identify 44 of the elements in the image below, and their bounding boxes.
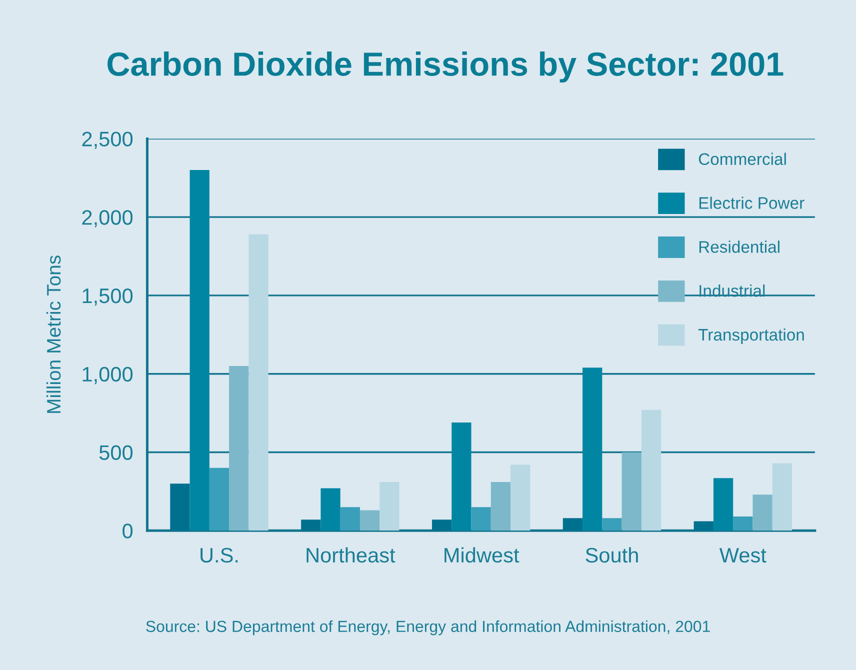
bar — [641, 410, 662, 531]
bar — [170, 484, 190, 531]
y-axis-title: Million Metric Tons — [46, 256, 61, 413]
legend-label: Commercial — [698, 152, 786, 166]
source-note: Source: US Department of Energy, Energy and Information Administration, 2001 — [146, 620, 710, 636]
bar — [301, 520, 321, 531]
y-tick-label: 500 — [99, 445, 133, 460]
bar — [562, 518, 583, 531]
bar — [582, 368, 602, 531]
bar — [733, 516, 753, 531]
bar — [248, 234, 268, 531]
bar — [190, 170, 210, 531]
bar — [510, 464, 530, 531]
bar — [432, 520, 452, 531]
x-tick-label: West — [719, 548, 766, 563]
y-tick-label: 1,000 — [82, 366, 133, 384]
bar — [360, 510, 380, 531]
bar — [209, 468, 230, 531]
x-tick-label: South — [586, 547, 638, 563]
bar — [490, 482, 511, 531]
x-tick-label: U.S. — [200, 548, 238, 563]
bar — [340, 507, 360, 531]
bar — [452, 422, 472, 531]
legend-label: Residential — [699, 240, 780, 253]
y-tick-label: 1,500 — [82, 288, 133, 306]
bar — [229, 366, 249, 531]
bar — [320, 488, 340, 531]
y-tick-label: 2,500 — [82, 132, 133, 149]
y-tick-label: 0 — [122, 524, 133, 538]
bar — [471, 507, 491, 531]
bar — [713, 478, 734, 531]
x-tick-label: Northeast — [306, 547, 396, 563]
y-tick-label: 2,000 — [82, 210, 133, 228]
legend-label: Electric Power — [699, 196, 804, 209]
bar — [772, 463, 792, 531]
legend-label: Transportation — [698, 328, 804, 344]
chart-title: Carbon Dioxide Emissions by Sector: 2001 — [108, 51, 784, 83]
x-tick-label: Midwest — [444, 547, 520, 563]
bar — [602, 518, 622, 531]
bar — [752, 494, 772, 531]
bar — [380, 482, 400, 531]
legend-label: Industrial — [700, 284, 765, 297]
bar — [694, 521, 714, 531]
bar — [622, 452, 642, 531]
